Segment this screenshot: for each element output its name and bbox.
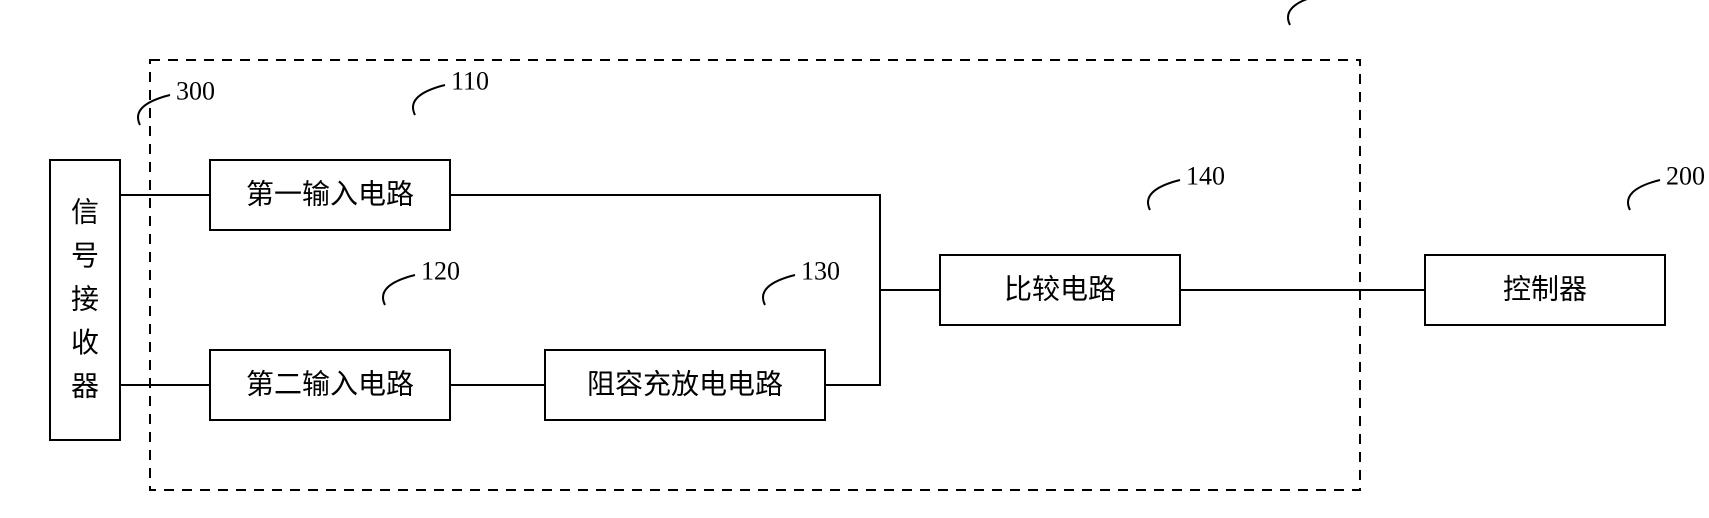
receiver-label-0: 信 (71, 197, 99, 229)
rc_charge-label: 阻容充放电电路 (587, 369, 783, 401)
callout-controller: 200 (1666, 162, 1705, 191)
callout-second_in-leader (383, 275, 415, 305)
callout-first_in-leader (413, 85, 445, 115)
receiver-label-1: 号 (71, 241, 99, 272)
receiver-label-3: 收 (71, 327, 99, 359)
callout-comparator: 140 (1186, 162, 1225, 191)
callout-100: 100 (1326, 0, 1365, 6)
callout-receiver: 300 (176, 77, 215, 106)
comparator-label: 比较电路 (1004, 274, 1116, 306)
controller-label: 控制器 (1503, 274, 1587, 306)
callout-rc_charge: 130 (801, 257, 840, 286)
callout-first_in: 110 (451, 67, 489, 96)
callout-100-leader (1288, 0, 1320, 25)
callout-rc_charge-leader (763, 275, 795, 305)
callout-second_in: 120 (421, 257, 460, 286)
callout-controller-leader (1628, 180, 1660, 210)
receiver-label-2: 接 (71, 284, 99, 316)
callout-receiver-leader (138, 95, 170, 125)
second_in-label: 第二输入电路 (246, 369, 414, 401)
edge-first_in-comparator (450, 195, 940, 290)
edge-rc_charge-comparator (825, 290, 940, 385)
receiver-label-4: 器 (71, 371, 99, 402)
callout-comparator-leader (1148, 180, 1180, 210)
first_in-label: 第一输入电路 (246, 179, 414, 211)
